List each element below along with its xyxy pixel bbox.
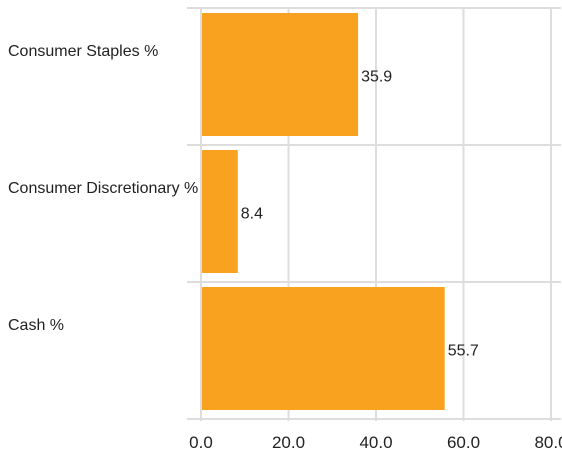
category-label-2: Cash % [8, 317, 64, 334]
value-label-0: 35.9 [361, 69, 392, 86]
x-tick-label-3: 60.0 [447, 433, 480, 452]
x-tick-label-0: 0.0 [189, 433, 213, 452]
x-tick-label-4: 80.0 [534, 433, 562, 452]
value-label-1: 8.4 [241, 206, 263, 223]
bar-0 [202, 13, 359, 136]
labels-layer: Consumer Staples % 35.9 Consumer Discretio… [8, 43, 562, 452]
bars-layer [202, 13, 445, 410]
bar-2 [202, 287, 445, 410]
x-tick-label-2: 40.0 [359, 433, 392, 452]
category-label-0: Consumer Staples % [8, 43, 158, 60]
x-tick-label-1: 20.0 [272, 433, 305, 452]
bar-1 [202, 150, 238, 273]
value-label-2: 55.7 [448, 343, 479, 360]
category-label-1: Consumer Discretionary % [8, 180, 198, 197]
